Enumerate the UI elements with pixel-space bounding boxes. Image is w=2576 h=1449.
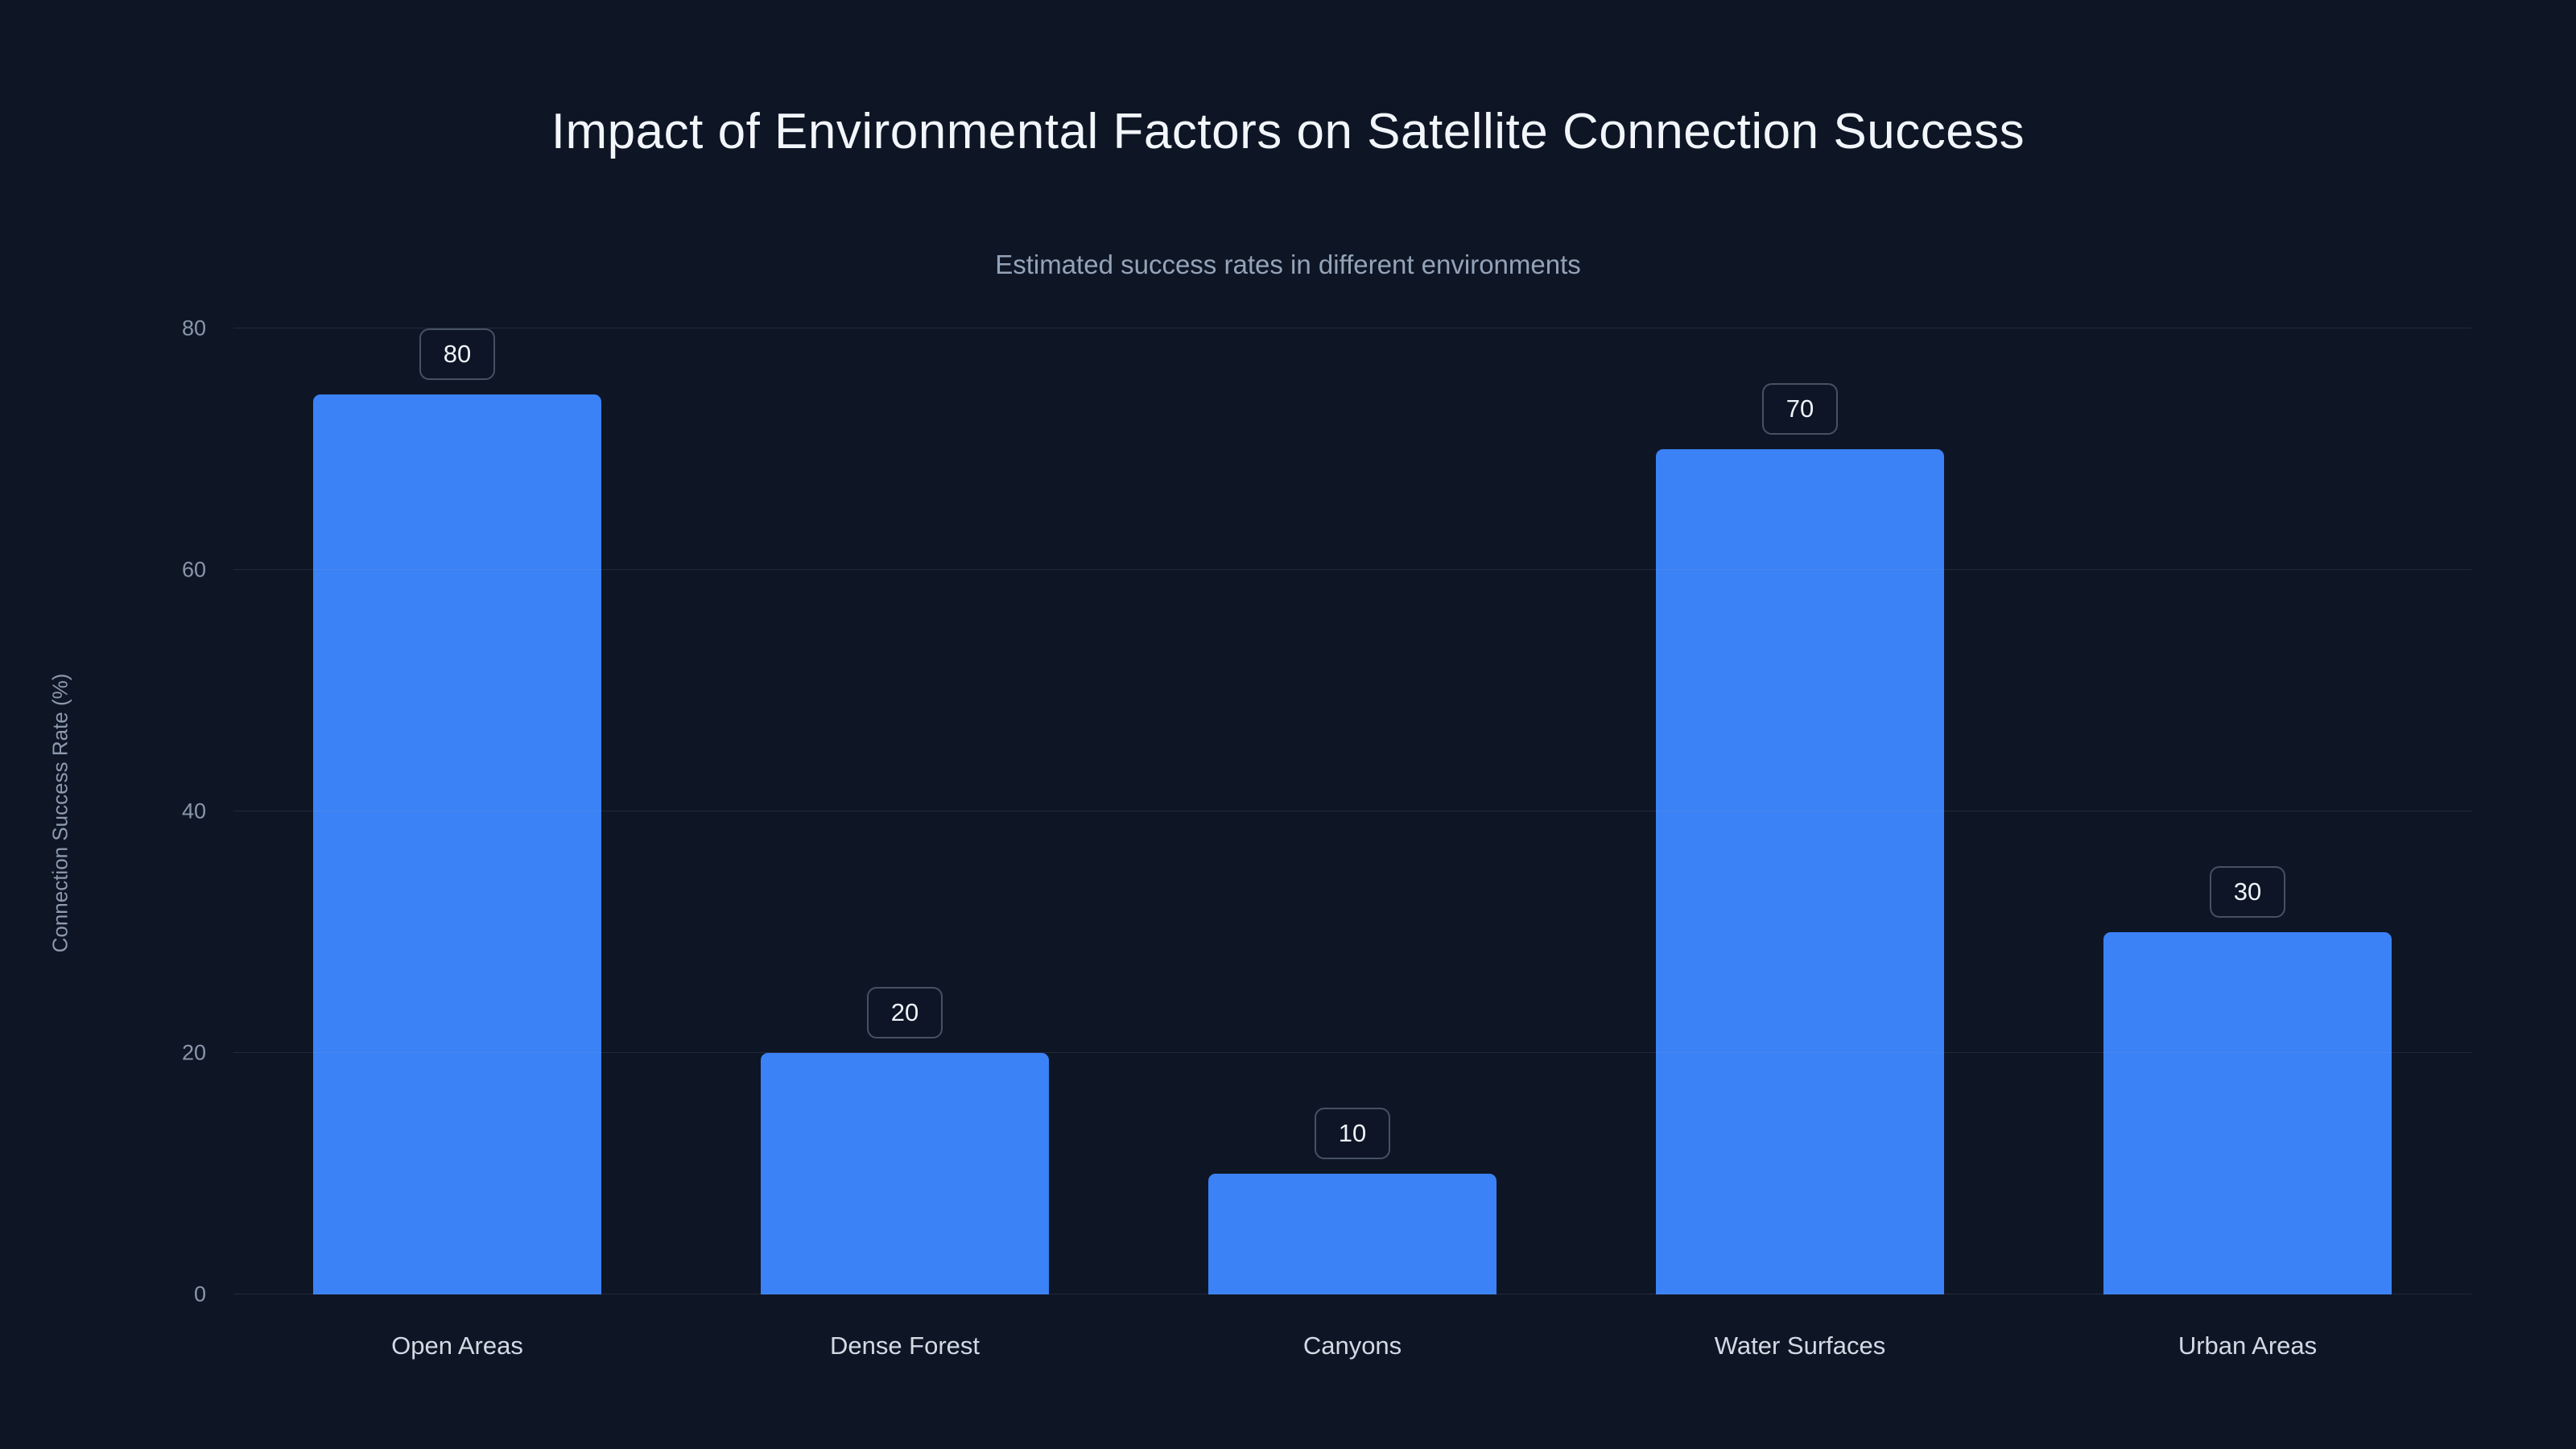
chart-title: Impact of Environmental Factors on Satel… (551, 104, 2025, 159)
bar-column: 20 Dense Forest (681, 328, 1129, 1360)
y-axis-tick-label: 60 (181, 557, 206, 582)
bar-column: 70 Water Surfaces (1576, 328, 2024, 1360)
bar[interactable] (1208, 1174, 1496, 1294)
bar-column: 30 Urban Areas (2024, 328, 2471, 1360)
bar[interactable] (2103, 932, 2392, 1294)
y-axis-tick-label: 20 (181, 1040, 206, 1065)
chart-subtitle: Estimated success rates in different env… (995, 250, 1581, 279)
value-label-badge: 30 (2209, 866, 2286, 918)
gridline (233, 1052, 2471, 1053)
x-axis-category-label: Urban Areas (2178, 1331, 2318, 1360)
y-axis-tick-label: 80 (181, 316, 206, 341)
y-axis-tick-label: 0 (193, 1282, 206, 1307)
y-axis-title: Connection Success Rate (%) (47, 673, 72, 953)
x-axis-category-label: Canyons (1302, 1331, 1402, 1360)
bar[interactable] (1656, 449, 1944, 1294)
x-axis-category-label: Water Surfaces (1714, 1331, 1886, 1360)
value-label-badge: 80 (419, 328, 496, 380)
x-axis-category-label: Dense Forest (829, 1331, 980, 1360)
x-axis-category-label: Open Areas (391, 1331, 523, 1360)
value-label-badge: 10 (1314, 1108, 1391, 1159)
y-axis-tick-label: 40 (181, 799, 206, 824)
plot-area: 80 Open Areas 20 Dense Forest 10 Canyons 70 Wat… (182, 316, 2471, 1360)
bar[interactable] (313, 394, 601, 1294)
bar-column: 80 Open Areas (233, 328, 681, 1360)
bar[interactable] (761, 1053, 1049, 1294)
bars-row: 80 Open Areas 20 Dense Forest 10 Canyons 70 Wat… (233, 328, 2471, 1360)
value-label-badge: 20 (866, 987, 943, 1038)
bar-column: 10 Canyons (1129, 328, 1576, 1360)
gridline (233, 569, 2471, 570)
value-label-badge: 70 (1761, 383, 1839, 435)
